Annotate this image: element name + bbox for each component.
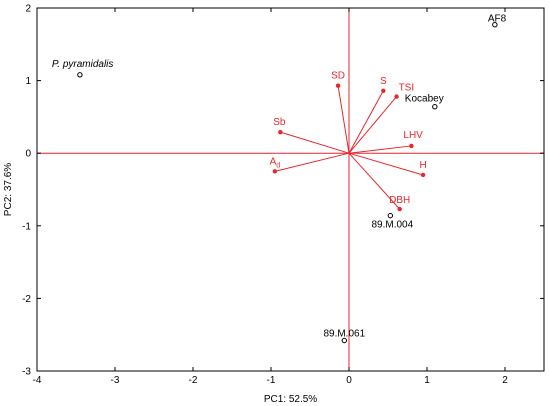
loading-vector-ad xyxy=(274,152,350,172)
y-tick-label: 2 xyxy=(25,4,31,15)
loading-endpoint-dbh xyxy=(397,206,402,212)
loading-endpoint-sd xyxy=(335,83,341,88)
loading-vector-tsi xyxy=(348,96,397,154)
loading-vector-s xyxy=(348,90,384,154)
observation-label-p-pyramidalis: P. pyramidalis xyxy=(52,59,114,70)
y-axis-title: PC2: 37.6% xyxy=(3,163,14,216)
y-tick-label: -2 xyxy=(22,294,31,305)
loading-label-s: S xyxy=(380,76,387,87)
loading-label-sd: SD xyxy=(331,71,345,82)
loading-vector-h xyxy=(348,152,424,176)
observation-point-kocabey xyxy=(432,104,438,110)
loading-endpoint-sb xyxy=(278,129,283,135)
loading-label-dbh: DBH xyxy=(389,195,410,206)
x-tick-label: 2 xyxy=(502,375,508,386)
x-tick-label: 1 xyxy=(424,375,430,386)
x-tick-label: -3 xyxy=(111,375,120,386)
loading-vector-sd xyxy=(337,85,350,154)
observation-label-kocabey: Kocabey xyxy=(405,94,444,105)
observation-label-af8: AF8 xyxy=(488,14,507,25)
y-tick-label: 1 xyxy=(25,76,31,87)
observation-point-af8 xyxy=(492,21,498,28)
y-tick-label: -1 xyxy=(22,221,31,232)
observation-label-89-m-004: 89.M.004 xyxy=(371,220,413,231)
x-axis-title: PC1: 52.5% xyxy=(264,394,317,405)
y-tick-label: -3 xyxy=(22,367,31,378)
loading-endpoint-ad xyxy=(272,169,278,174)
y-tick-label: 0 xyxy=(25,149,31,160)
x-tick-label: -4 xyxy=(33,375,42,386)
observation-point-89-m-061 xyxy=(341,337,348,344)
loading-label-sb: Sb xyxy=(273,117,286,128)
plot-frame xyxy=(36,7,545,372)
loading-endpoint-s xyxy=(381,88,386,93)
x-tick-label: 0 xyxy=(346,375,352,386)
loading-label-lhv: LHV xyxy=(403,130,423,141)
loading-endpoint-lhv xyxy=(409,143,414,149)
x-tick-label: -1 xyxy=(267,375,276,386)
loading-vector-sb xyxy=(280,131,350,154)
loading-label-tsi: TSI xyxy=(399,83,415,94)
observation-label-89-m-061: 89.M.061 xyxy=(323,329,365,340)
observation-point-p-pyramidalis xyxy=(77,72,83,78)
loading-endpoint-tsi xyxy=(394,94,399,99)
loading-vector-dbh xyxy=(348,152,401,210)
observation-point-89-m-004 xyxy=(387,212,394,219)
loading-label-ad: Ad xyxy=(270,156,281,169)
loading-endpoint-h xyxy=(420,172,426,178)
loading-label-h: H xyxy=(419,160,426,171)
loading-vector-lhv xyxy=(348,145,412,154)
x-tick-label: -2 xyxy=(189,375,198,386)
